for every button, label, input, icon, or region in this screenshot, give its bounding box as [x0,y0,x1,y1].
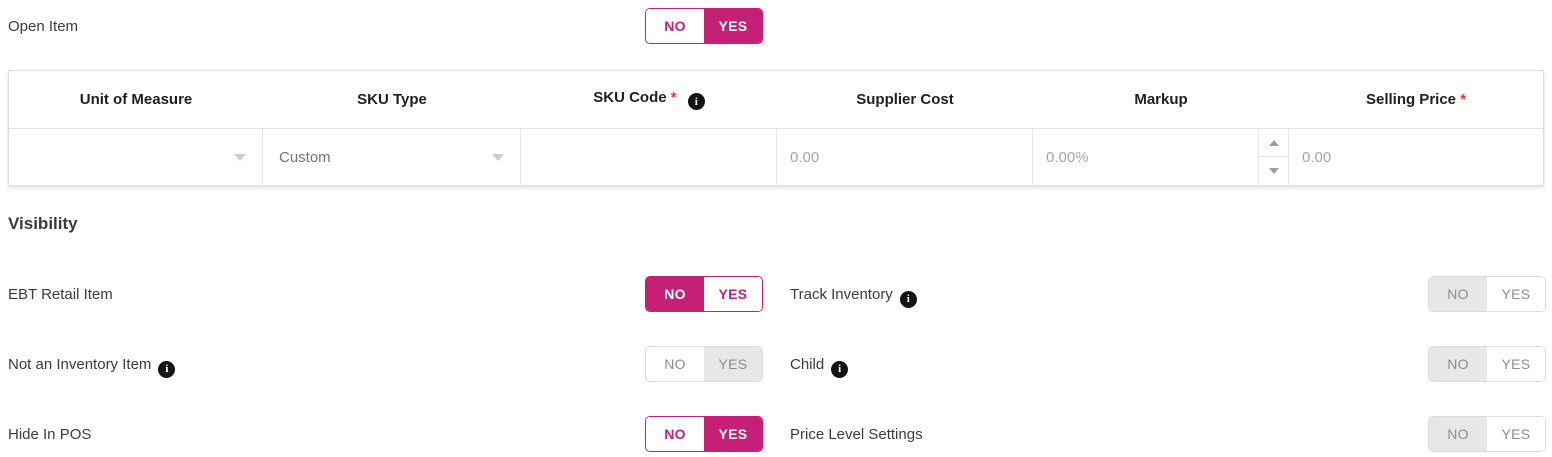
child-info-icon[interactable]: i [831,360,849,378]
sku-table: Unit of Measure SKU Type SKU Code * i Su… [8,70,1544,186]
ebt-retail-item-yes-button[interactable]: YES [704,277,762,311]
ebt-retail-item-label: EBT Retail Item [8,286,113,303]
column-header-sku-type: SKU Type [357,91,427,108]
sku-type-select[interactable]: Custom [263,129,520,185]
track-inventory-toggle[interactable]: NO YES [1428,276,1546,312]
price-level-settings-no-button[interactable]: NO [1429,417,1487,451]
price-level-settings-label: Price Level Settings [790,426,923,443]
chevron-down-icon [492,153,504,161]
column-header-supplier-cost: Supplier Cost [856,91,954,108]
hide-in-pos-toggle[interactable]: NO YES [645,416,763,452]
sku-table-row: Custom [9,128,1543,185]
column-header-markup: Markup [1134,91,1188,108]
not-an-inventory-item-yes-button[interactable]: YES [704,347,762,381]
column-header-unit-of-measure: Unit of Measure [79,91,193,108]
open-item-no-button[interactable]: NO [646,9,704,43]
markup-input[interactable] [1033,129,1258,185]
open-item-label: Open Item [8,18,79,35]
column-header-sku-code: SKU Code * i [521,89,777,111]
markup-spinner [1259,129,1289,185]
hide-in-pos-yes-button[interactable]: YES [704,417,762,451]
column-header-selling-price: Selling Price * [1365,91,1467,108]
child-label: Child i [790,356,849,378]
track-inventory-label: Track Inventory i [790,286,917,308]
visibility-section-title: Visibility [8,214,78,233]
chevron-down-icon [234,153,246,161]
ebt-retail-item-no-button[interactable]: NO [646,277,704,311]
price-level-settings-toggle[interactable]: NO YES [1428,416,1546,452]
not-an-inventory-item-label: Not an Inventory Item i [8,356,176,378]
not-an-inventory-item-toggle[interactable]: NO YES [645,346,763,382]
not-an-inventory-item-no-button[interactable]: NO [646,347,704,381]
price-level-settings-yes-button[interactable]: YES [1487,417,1545,451]
track-inventory-no-button[interactable]: NO [1429,277,1487,311]
arrow-down-icon [1268,168,1279,174]
required-asterisk: * [1460,91,1467,108]
supplier-cost-input[interactable] [777,129,1032,185]
track-inventory-info-icon[interactable]: i [899,290,917,308]
not-an-inventory-item-info-icon[interactable]: i [158,360,176,378]
sku-code-input[interactable] [521,129,776,185]
sku-code-info-icon[interactable]: i [687,93,705,111]
markup-decrement-button[interactable] [1259,157,1288,185]
selling-price-input[interactable] [1289,129,1543,185]
child-toggle[interactable]: NO YES [1428,346,1546,382]
track-inventory-yes-button[interactable]: YES [1487,277,1545,311]
child-yes-button[interactable]: YES [1487,347,1545,381]
open-item-yes-button[interactable]: YES [704,9,762,43]
sku-type-value: Custom [279,148,331,166]
sku-table-header: Unit of Measure SKU Type SKU Code * i Su… [9,71,1543,128]
open-item-toggle[interactable]: NO YES [645,8,763,44]
hide-in-pos-no-button[interactable]: NO [646,417,704,451]
hide-in-pos-label: Hide In POS [8,426,92,443]
ebt-retail-item-toggle[interactable]: NO YES [645,276,763,312]
required-asterisk: * [670,88,677,106]
unit-of-measure-select[interactable] [9,129,262,185]
child-no-button[interactable]: NO [1429,347,1487,381]
markup-increment-button[interactable] [1259,129,1288,157]
arrow-up-icon [1268,139,1279,146]
